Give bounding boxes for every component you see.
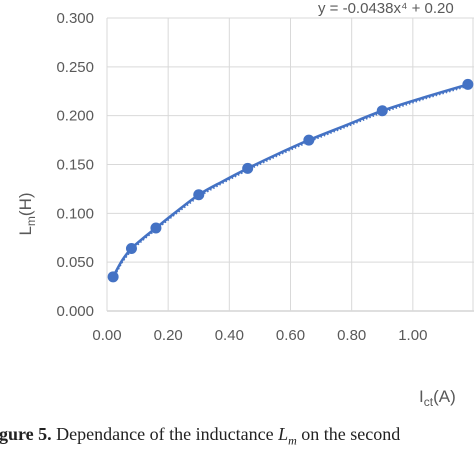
y-tick-label: 0.050	[56, 254, 94, 271]
data-point	[376, 105, 388, 117]
caption-text: Dependance of the inductance	[51, 424, 279, 444]
caption-figure-number: igure 5.	[0, 424, 52, 444]
data-point	[242, 162, 254, 174]
x-tick-label: 0.20	[154, 327, 183, 344]
data-point	[193, 189, 205, 201]
x-tick-label: 0.40	[215, 327, 244, 344]
x-tick-label: 0.60	[276, 327, 305, 344]
data-point	[303, 134, 315, 146]
y-tick-label: 0.200	[56, 108, 94, 125]
y-tick-label: 0.100	[56, 205, 94, 222]
y-tick-label: 0.250	[56, 59, 94, 76]
y-tick-label: 0.150	[56, 157, 94, 174]
chart: 0.00 0.20 0.40 0.60 0.80 1.00 0.000 0.050 0.100…	[16, 0, 474, 409]
caption-symbol-subscript: m	[288, 433, 297, 448]
data-point	[462, 78, 474, 90]
caption-text-end: on the second	[296, 424, 401, 444]
grid	[106, 17, 474, 312]
data-point	[125, 242, 137, 254]
data-series	[107, 78, 474, 283]
x-tick-label: 0.00	[92, 327, 121, 344]
x-tick-label: 0.80	[337, 327, 366, 344]
trendline-equation: y = -0.0438x⁴ + 0.20	[318, 0, 454, 17]
data-point	[107, 271, 119, 283]
figure-caption: igure 5. Dependance of the inductance Lm…	[0, 424, 474, 449]
x-axis-tick-labels: 0.00 0.20 0.40 0.60 0.80 1.00	[92, 327, 427, 344]
x-tick-label: 1.00	[398, 327, 427, 344]
y-axis-label: Lm(H)	[16, 192, 38, 235]
caption-symbol: L	[278, 424, 289, 444]
x-axis-label: Ict(A)	[419, 387, 456, 409]
y-axis-tick-labels: 0.000 0.050 0.100 0.150 0.200 0.250 0.300	[56, 10, 94, 320]
y-tick-label: 0.300	[56, 10, 94, 27]
y-tick-label: 0.000	[56, 303, 94, 320]
data-point	[150, 222, 162, 234]
